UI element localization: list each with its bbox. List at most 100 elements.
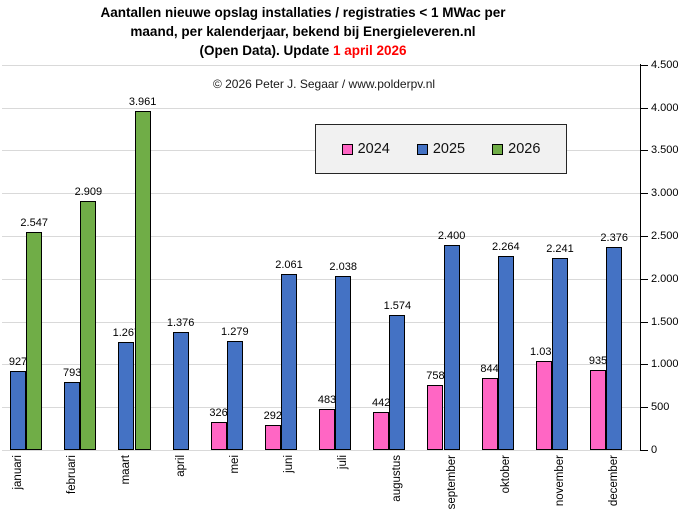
gridline bbox=[2, 107, 640, 109]
x-axis-label-november: november bbox=[554, 455, 566, 507]
bar-2025-april bbox=[172, 332, 189, 450]
x-axis-label-december: december bbox=[608, 455, 621, 507]
x-axis-label-januari: januari bbox=[12, 455, 24, 490]
y-axis-line bbox=[640, 64, 641, 451]
legend-label-2024: 2024 bbox=[357, 141, 390, 157]
gridline bbox=[2, 193, 640, 195]
bar-2025-januari bbox=[9, 370, 27, 450]
chart-title: Aantallen nieuwe opslag installaties / r… bbox=[0, 3, 606, 60]
y-axis-tick-label: 1.500 bbox=[651, 315, 679, 328]
bar-2025-november bbox=[551, 258, 569, 450]
legend-swatch-2026 bbox=[492, 143, 504, 155]
y-axis-tick bbox=[640, 321, 648, 323]
bar-2025-februari bbox=[64, 382, 81, 450]
y-axis-tick-label: 0 bbox=[651, 444, 658, 456]
y-axis-tick-label: 2.500 bbox=[651, 229, 679, 242]
y-axis-tick bbox=[640, 364, 648, 366]
bar-2024-oktober bbox=[481, 377, 498, 450]
bar-value-2025-mei: 1.279 bbox=[221, 325, 249, 338]
x-axis-label-oktober: oktober bbox=[499, 455, 512, 494]
y-axis-tick bbox=[640, 193, 648, 195]
gridline bbox=[2, 321, 640, 323]
bar-value-2024-augustus: 442 bbox=[372, 397, 391, 410]
bar-value-2024-december: 935 bbox=[588, 354, 608, 367]
legend-label-2025: 2025 bbox=[432, 141, 466, 157]
bar-value-2025-juli: 2.038 bbox=[329, 260, 357, 273]
legend-box: 2024 2025 2026 bbox=[315, 124, 567, 174]
bar-value-2025-maart: 1.267 bbox=[112, 326, 141, 339]
chart-title-line3-black: (Open Data). Update bbox=[199, 43, 333, 58]
bar-value-2025-oktober: 2.264 bbox=[492, 241, 520, 254]
y-axis-tick bbox=[640, 235, 648, 237]
y-axis-tick bbox=[640, 450, 648, 451]
legend-label-2026: 2026 bbox=[508, 141, 541, 157]
x-axis-label-juli: juli bbox=[337, 455, 350, 470]
y-axis-tick bbox=[640, 107, 648, 109]
legend-item-2026: 2026 bbox=[492, 141, 540, 157]
bar-value-2024-oktober: 844 bbox=[480, 362, 499, 375]
y-axis-tick bbox=[640, 150, 648, 152]
bar-2025-juli bbox=[335, 275, 352, 450]
x-axis-label-juni: juni bbox=[283, 455, 295, 473]
y-axis-tick bbox=[640, 278, 648, 280]
copyright-text: © 2026 Peter J. Segaar / www.polderpv.nl bbox=[212, 77, 436, 91]
bar-2025-maart bbox=[118, 341, 135, 450]
bar-value-2025-juni: 2.061 bbox=[275, 258, 303, 271]
bar-2025-september bbox=[443, 244, 460, 450]
y-axis-tick-label: 4.500 bbox=[651, 58, 679, 71]
bar-value-2025-februari: 793 bbox=[63, 367, 82, 380]
x-axis-label-september: september bbox=[445, 455, 458, 510]
x-axis-label-april: april bbox=[174, 455, 187, 477]
bar-2025-juni bbox=[280, 273, 298, 450]
chart-title-update-date: 1 april 2026 bbox=[332, 43, 407, 58]
chart-title-line1: Aantallen nieuwe opslag installaties / r… bbox=[100, 5, 506, 20]
bar-value-2025-november: 2.241 bbox=[546, 243, 574, 256]
bar-2025-augustus bbox=[389, 315, 406, 450]
bar-value-2024-juni: 292 bbox=[263, 410, 282, 422]
gridline bbox=[2, 235, 640, 237]
bar-2024-november bbox=[535, 361, 552, 450]
bar-value-2025-september: 2.400 bbox=[437, 229, 466, 242]
bar-2025-mei bbox=[226, 340, 243, 450]
legend-item-2024: 2024 bbox=[341, 141, 390, 157]
bar-value-2026-maart: 3.961 bbox=[128, 95, 157, 108]
gridline bbox=[2, 64, 640, 66]
x-axis-label-maart: maart bbox=[120, 455, 133, 485]
bar-value-2025-april: 1.376 bbox=[166, 317, 195, 330]
bar-value-2025-januari: 927 bbox=[8, 355, 28, 368]
gridline bbox=[2, 278, 640, 280]
chart-title-line3: (Open Data). Update 1 april 2026 bbox=[0, 41, 606, 60]
bar-2026-maart bbox=[134, 110, 151, 450]
y-axis-tick-label: 500 bbox=[651, 401, 670, 414]
legend-item-2025: 2025 bbox=[416, 141, 466, 157]
legend-swatch-2024 bbox=[341, 143, 353, 155]
gridline bbox=[2, 450, 640, 451]
bar-value-2024-september: 758 bbox=[426, 370, 445, 383]
bar-2026-januari bbox=[26, 231, 43, 450]
bar-value-2024-mei: 326 bbox=[209, 407, 228, 420]
bar-2024-september bbox=[427, 385, 444, 450]
chart-title-line2: maand, per kalenderjaar, bekend bij Ener… bbox=[130, 24, 476, 39]
bar-value-2024-november: 1.036 bbox=[530, 346, 558, 359]
bar-value-2025-augustus: 1.574 bbox=[383, 300, 412, 313]
bar-value-2026-februari: 2.909 bbox=[74, 185, 103, 198]
bar-2025-december bbox=[606, 246, 623, 450]
bar-2026-februari bbox=[80, 200, 97, 450]
x-axis-label-mei: mei bbox=[228, 455, 241, 474]
y-axis-tick bbox=[640, 407, 648, 409]
bar-value-2025-december: 2.376 bbox=[600, 231, 628, 244]
y-axis-tick-label: 2.000 bbox=[651, 272, 679, 285]
bar-2024-december bbox=[589, 369, 607, 450]
y-axis-tick-label: 1.000 bbox=[651, 358, 679, 371]
gridline bbox=[2, 407, 640, 409]
y-axis-tick-label: 3.500 bbox=[651, 144, 679, 157]
bar-value-2024-juli: 483 bbox=[317, 393, 337, 406]
y-axis-tick-label: 4.000 bbox=[651, 101, 679, 114]
gridline bbox=[2, 364, 640, 366]
bar-2024-juli bbox=[318, 408, 336, 450]
bar-2024-juni bbox=[264, 425, 281, 450]
y-axis-tick-label: 3.000 bbox=[651, 187, 679, 200]
legend-swatch-2025 bbox=[416, 143, 428, 155]
bar-2024-mei bbox=[210, 422, 227, 450]
